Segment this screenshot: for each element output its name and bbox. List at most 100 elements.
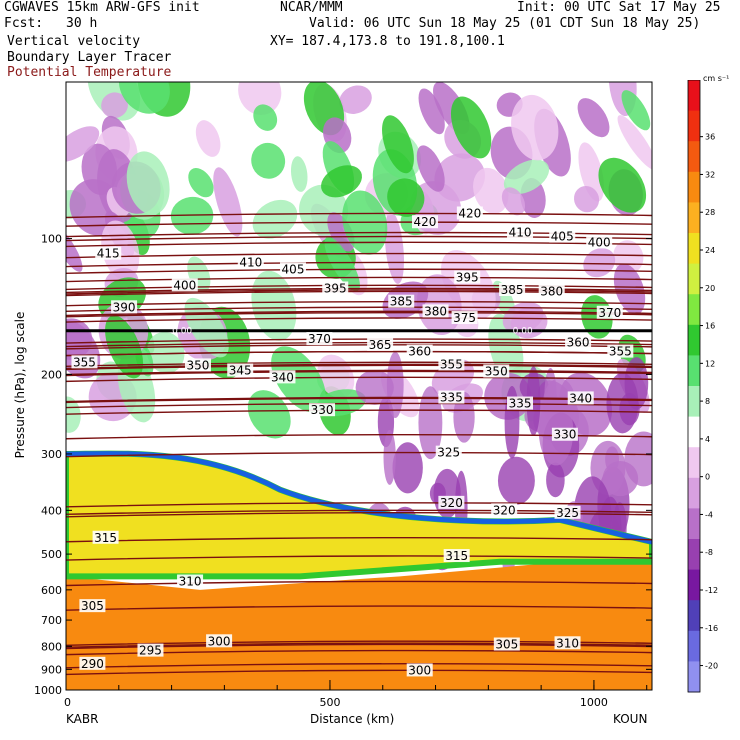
velocity-patch	[81, 143, 117, 195]
init-time: Init: 00 UTC Sat 17 May 25	[517, 0, 721, 15]
theta-contour	[66, 287, 652, 294]
theta-contour	[66, 212, 652, 219]
theta-contour-label: 325	[437, 446, 460, 460]
theta-label-bg	[443, 549, 470, 563]
velocity-patch	[253, 104, 278, 131]
velocity-patch	[598, 157, 647, 213]
tracer-label: 0.00	[172, 327, 192, 337]
colorbar-unit: cm s⁻¹	[703, 74, 730, 83]
theta-contour	[66, 241, 652, 248]
x-axis-label: Distance (km)	[310, 712, 395, 726]
y-tick-label: 200	[41, 368, 62, 381]
theta-contour-label: 315	[445, 549, 468, 563]
theta-contour-label: 310	[179, 575, 202, 589]
theta-label-bg	[79, 656, 106, 670]
velocity-patch	[450, 96, 492, 159]
colorbar-swatch	[688, 263, 700, 295]
colorbar-swatch	[688, 600, 700, 632]
theta-contour	[66, 409, 652, 415]
velocity-patch	[101, 92, 128, 119]
velocity-patch	[453, 391, 475, 443]
theta-label-bg	[177, 574, 204, 588]
velocity-patch	[382, 115, 414, 174]
theta-contour-label: 330	[553, 428, 576, 442]
theta-contour-label: 305	[81, 599, 104, 613]
theta-label-bg	[95, 246, 122, 260]
theta-label-bg	[411, 215, 438, 229]
velocity-patch	[290, 156, 308, 192]
velocity-patch	[383, 429, 396, 485]
colorbar-tick-label: 32	[705, 170, 715, 179]
theta-label-bg	[456, 206, 483, 220]
velocity-patch	[473, 167, 509, 214]
velocity-patch	[146, 331, 185, 374]
theta-label-bg	[435, 445, 462, 459]
y-tick-label: 600	[41, 584, 62, 597]
x-tick-label: 0	[64, 696, 71, 709]
colorbar-tick-label: 36	[705, 133, 715, 142]
theta-contour-label: 405	[551, 230, 574, 244]
velocity-region	[66, 451, 652, 545]
theta-label-bg	[607, 344, 634, 358]
velocity-patch	[387, 178, 425, 217]
theta-contour-label: 320	[440, 496, 463, 510]
theta-contour	[66, 290, 652, 297]
cross-section-coords: XY= 187.4,173.8 to 191.8,100.1	[270, 34, 505, 49]
theta-contour-label: 380	[540, 284, 563, 298]
theta-contour	[66, 310, 652, 317]
y-tick-label: 700	[41, 614, 62, 627]
theta-contour-label: 350	[485, 364, 508, 378]
colorbar-swatch	[688, 355, 700, 387]
theta-contour	[66, 317, 652, 323]
theta-label-bg	[499, 282, 526, 296]
colorbar-swatch	[688, 141, 700, 173]
y-tick-label: 900	[41, 663, 62, 676]
theta-contour-label: 315	[94, 531, 117, 545]
y-axis-label: Pressure (hPa), log scale	[13, 311, 27, 459]
colorbar-swatch	[688, 324, 700, 356]
theta-contour-label: 330	[311, 403, 334, 417]
theta-label-bg	[554, 505, 581, 519]
colorbar-swatch	[688, 171, 700, 203]
colorbar-swatch	[688, 661, 700, 693]
theta-contour-label: 320	[493, 503, 516, 517]
theta-label-bg	[596, 305, 623, 319]
y-tick-label: 400	[41, 504, 62, 517]
theta-label-bg	[322, 281, 349, 295]
theta-label-bg	[438, 390, 465, 404]
colorbar-tick-label: -8	[705, 548, 713, 557]
theta-contour-label: 400	[173, 278, 196, 292]
colorbar-tick-label: 12	[705, 359, 715, 368]
velocity-patch	[238, 82, 282, 115]
velocity-patch	[339, 85, 372, 114]
velocity-patch	[170, 196, 214, 235]
theta-contour-label: 355	[609, 345, 632, 359]
velocity-patch	[418, 386, 443, 460]
velocity-patch	[577, 98, 610, 138]
velocity-patch	[621, 90, 651, 131]
theta-contour	[66, 370, 652, 377]
theta-contour	[66, 555, 652, 561]
theta-contour	[66, 252, 652, 259]
theta-label-bg	[92, 530, 119, 544]
velocity-patch	[617, 115, 652, 170]
y-tick-label: 800	[41, 640, 62, 653]
theta-contour-label: 400	[588, 235, 611, 249]
theta-contour-label: 345	[229, 363, 252, 377]
velocity-patch	[252, 199, 298, 239]
velocity-patch	[384, 211, 405, 284]
x-tick-label: 500	[319, 696, 340, 709]
colorbar-tick-label: -12	[705, 586, 718, 595]
colorbar-swatch	[688, 447, 700, 479]
theta-label-bg	[184, 358, 211, 372]
theta-label-bg	[483, 364, 510, 378]
colorbar-tick-label: -4	[705, 510, 713, 519]
colorbar-tick-label: 0	[705, 473, 710, 482]
theta-label-bg	[565, 335, 592, 349]
theta-contour-label: 350	[187, 358, 210, 372]
theta-label-bg	[388, 294, 415, 308]
theta-contour-label: 395	[456, 271, 479, 285]
theta-contour	[66, 451, 652, 458]
theta-contour	[66, 605, 652, 611]
